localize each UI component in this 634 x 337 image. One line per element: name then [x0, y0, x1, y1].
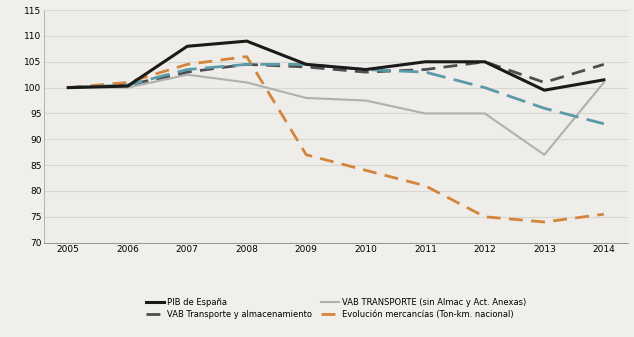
Legend: PIB de España, VAB Transporte y almacenamiento, VAB TRANSPORTE (sin Almac y Act.: PIB de España, VAB Transporte y almacena… [146, 298, 526, 319]
